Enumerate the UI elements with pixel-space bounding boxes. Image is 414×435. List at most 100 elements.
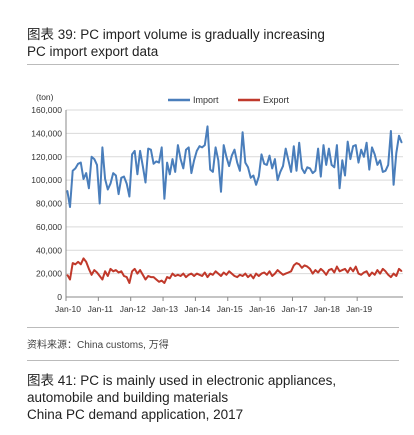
export-point: [336, 266, 338, 268]
export-point: [161, 280, 163, 282]
import-point: [196, 150, 198, 152]
y-unit-label: (ton): [36, 92, 54, 102]
import-point: [66, 190, 68, 192]
export-point: [212, 274, 214, 276]
export-point: [225, 274, 227, 276]
export-point: [123, 275, 125, 277]
export-point: [304, 264, 306, 266]
export-point: [366, 270, 368, 272]
export-point: [374, 274, 376, 276]
export-point: [263, 271, 265, 274]
import-point: [142, 165, 144, 167]
import-point: [349, 158, 351, 160]
export-point: [82, 257, 85, 259]
export-point: [268, 270, 271, 272]
import-point: [215, 146, 217, 148]
import-point: [198, 145, 201, 147]
import-point: [371, 146, 373, 148]
import-point: [393, 184, 395, 186]
import-point: [74, 167, 76, 169]
legend-label-export: Export: [263, 95, 290, 105]
export-point: [128, 282, 130, 284]
import-point: [379, 159, 381, 161]
import-point: [250, 177, 252, 179]
export-point: [88, 268, 90, 270]
export-point: [223, 271, 225, 274]
export-point: [228, 270, 230, 272]
export-point: [188, 274, 190, 276]
export-point: [158, 281, 160, 283]
x-tick-label: Jan-14: [184, 304, 210, 314]
import-point: [182, 167, 184, 169]
export-point: [142, 274, 144, 276]
import-point: [382, 171, 384, 173]
export-point: [312, 273, 314, 275]
import-point: [101, 146, 103, 148]
import-point: [193, 159, 195, 161]
import-point: [223, 144, 225, 146]
y-tick-label: 140,000: [31, 128, 62, 138]
import-point: [228, 165, 230, 167]
export-point: [131, 270, 133, 272]
export-point: [74, 263, 76, 265]
import-point: [91, 156, 93, 158]
export-point: [301, 267, 303, 269]
import-point: [252, 174, 254, 177]
export-point: [147, 275, 149, 277]
axes: 0 20,000 40,000 60,000 80,000 100,000 120,000 1…: [31, 92, 372, 314]
export-point: [379, 273, 381, 275]
export-point: [204, 271, 206, 274]
export-point: [180, 275, 182, 277]
import-point: [139, 150, 141, 152]
import-point: [120, 177, 122, 179]
import-point: [390, 130, 392, 132]
export-point: [368, 275, 370, 277]
import-point: [174, 171, 176, 173]
export-point: [271, 275, 273, 277]
import-point: [395, 152, 397, 154]
import-point: [357, 162, 360, 164]
chart-bottom-divider: [27, 327, 399, 328]
import-point: [344, 174, 346, 177]
y-tick-label: 40,000: [36, 245, 62, 255]
export-point: [201, 275, 203, 277]
import-point: [331, 164, 333, 166]
export-point: [236, 276, 238, 278]
export-point: [93, 269, 95, 271]
export-point: [355, 266, 357, 268]
export-point: [118, 271, 120, 274]
export-point: [293, 264, 295, 266]
series-export: [66, 257, 403, 284]
import-point: [363, 156, 365, 158]
export-point: [306, 266, 308, 268]
import-point: [279, 171, 281, 173]
import-point: [88, 187, 90, 189]
export-point: [295, 262, 298, 264]
import-point: [244, 162, 246, 164]
export-point: [182, 273, 184, 275]
export-point: [244, 273, 246, 275]
title-divider: [27, 64, 399, 65]
export-point: [252, 277, 254, 279]
import-point: [201, 146, 203, 148]
export-point: [206, 276, 209, 278]
import-point: [96, 164, 98, 166]
import-point: [266, 164, 268, 166]
import-point: [231, 155, 233, 157]
export-point: [266, 274, 268, 276]
import-point: [204, 144, 206, 146]
export-point: [190, 273, 192, 275]
import-point: [233, 149, 236, 151]
import-point: [161, 146, 163, 148]
import-point: [206, 125, 209, 127]
import-point: [317, 148, 319, 150]
export-point: [333, 271, 335, 274]
export-point: [322, 270, 325, 272]
import-point: [368, 169, 370, 171]
next-figure-title-line1: 图表 41: PC is mainly used in electronic a…: [27, 373, 337, 388]
import-point: [304, 172, 306, 174]
x-tick-label: Jan-18: [314, 304, 340, 314]
x-tick-label: Jan-12: [120, 304, 146, 314]
x-tick-label: Jan-17: [281, 304, 307, 314]
import-point: [322, 144, 325, 146]
